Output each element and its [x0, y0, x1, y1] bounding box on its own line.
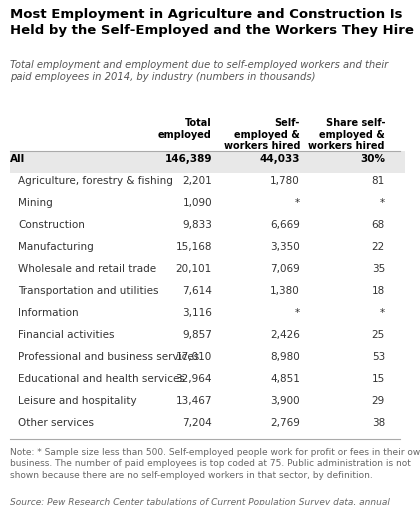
Text: Transportation and utilities: Transportation and utilities — [18, 285, 158, 295]
Text: 22: 22 — [372, 241, 385, 251]
Text: 3,350: 3,350 — [270, 241, 300, 251]
Text: 18: 18 — [372, 285, 385, 295]
Text: Note: * Sample size less than 500. Self-employed people work for profit or fees : Note: * Sample size less than 500. Self-… — [10, 447, 420, 479]
Text: 9,857: 9,857 — [182, 329, 212, 339]
Text: 15: 15 — [372, 373, 385, 383]
Text: 38: 38 — [372, 417, 385, 427]
Text: 146,389: 146,389 — [165, 154, 212, 164]
Text: 1,090: 1,090 — [182, 197, 212, 208]
Text: 25: 25 — [372, 329, 385, 339]
Text: 7,614: 7,614 — [182, 285, 212, 295]
Text: 9,833: 9,833 — [182, 220, 212, 230]
Text: *: * — [380, 197, 385, 208]
Text: *: * — [380, 308, 385, 317]
Text: Information: Information — [18, 308, 79, 317]
Text: Mining: Mining — [18, 197, 53, 208]
Text: 3,116: 3,116 — [182, 308, 212, 317]
Text: Most Employment in Agriculture and Construction Is
Held by the Self-Employed and: Most Employment in Agriculture and Const… — [10, 8, 414, 37]
Text: 35: 35 — [372, 264, 385, 274]
Text: Agriculture, forestry & fishing: Agriculture, forestry & fishing — [18, 176, 173, 186]
Text: 2,769: 2,769 — [270, 417, 300, 427]
Text: 7,204: 7,204 — [182, 417, 212, 427]
Text: 2,426: 2,426 — [270, 329, 300, 339]
Text: 3,900: 3,900 — [270, 395, 300, 405]
Text: *: * — [295, 197, 300, 208]
Text: All: All — [10, 154, 25, 164]
Text: 7,069: 7,069 — [270, 264, 300, 274]
Text: Educational and health services: Educational and health services — [18, 373, 185, 383]
Text: 20,101: 20,101 — [176, 264, 212, 274]
Text: 1,380: 1,380 — [270, 285, 300, 295]
Text: 4,851: 4,851 — [270, 373, 300, 383]
Text: Total employment and employment due to self-employed workers and their
paid empl: Total employment and employment due to s… — [10, 60, 388, 82]
Text: Share self-
employed &
workers hired: Share self- employed & workers hired — [309, 118, 385, 151]
Text: Other services: Other services — [18, 417, 94, 427]
Text: *: * — [295, 308, 300, 317]
Text: 6,669: 6,669 — [270, 220, 300, 230]
Text: Source: Pew Research Center tabulations of Current Population Survey data, annua: Source: Pew Research Center tabulations … — [10, 497, 390, 505]
Text: Wholesale and retail trade: Wholesale and retail trade — [18, 264, 156, 274]
Text: 30%: 30% — [360, 154, 385, 164]
FancyBboxPatch shape — [10, 152, 405, 174]
Text: 13,467: 13,467 — [176, 395, 212, 405]
Text: Professional and business services: Professional and business services — [18, 351, 199, 361]
Text: 68: 68 — [372, 220, 385, 230]
Text: 32,964: 32,964 — [176, 373, 212, 383]
Text: Total
employed: Total employed — [158, 118, 212, 139]
Text: 17,010: 17,010 — [176, 351, 212, 361]
Text: 81: 81 — [372, 176, 385, 186]
Text: 53: 53 — [372, 351, 385, 361]
Text: Leisure and hospitality: Leisure and hospitality — [18, 395, 136, 405]
Text: Construction: Construction — [18, 220, 85, 230]
Text: 8,980: 8,980 — [270, 351, 300, 361]
Text: Self-
employed &
workers hired: Self- employed & workers hired — [223, 118, 300, 151]
Text: 44,033: 44,033 — [260, 154, 300, 164]
Text: 1,780: 1,780 — [270, 176, 300, 186]
Text: 29: 29 — [372, 395, 385, 405]
Text: 15,168: 15,168 — [176, 241, 212, 251]
Text: Manufacturing: Manufacturing — [18, 241, 94, 251]
Text: 2,201: 2,201 — [182, 176, 212, 186]
Text: Financial activities: Financial activities — [18, 329, 115, 339]
